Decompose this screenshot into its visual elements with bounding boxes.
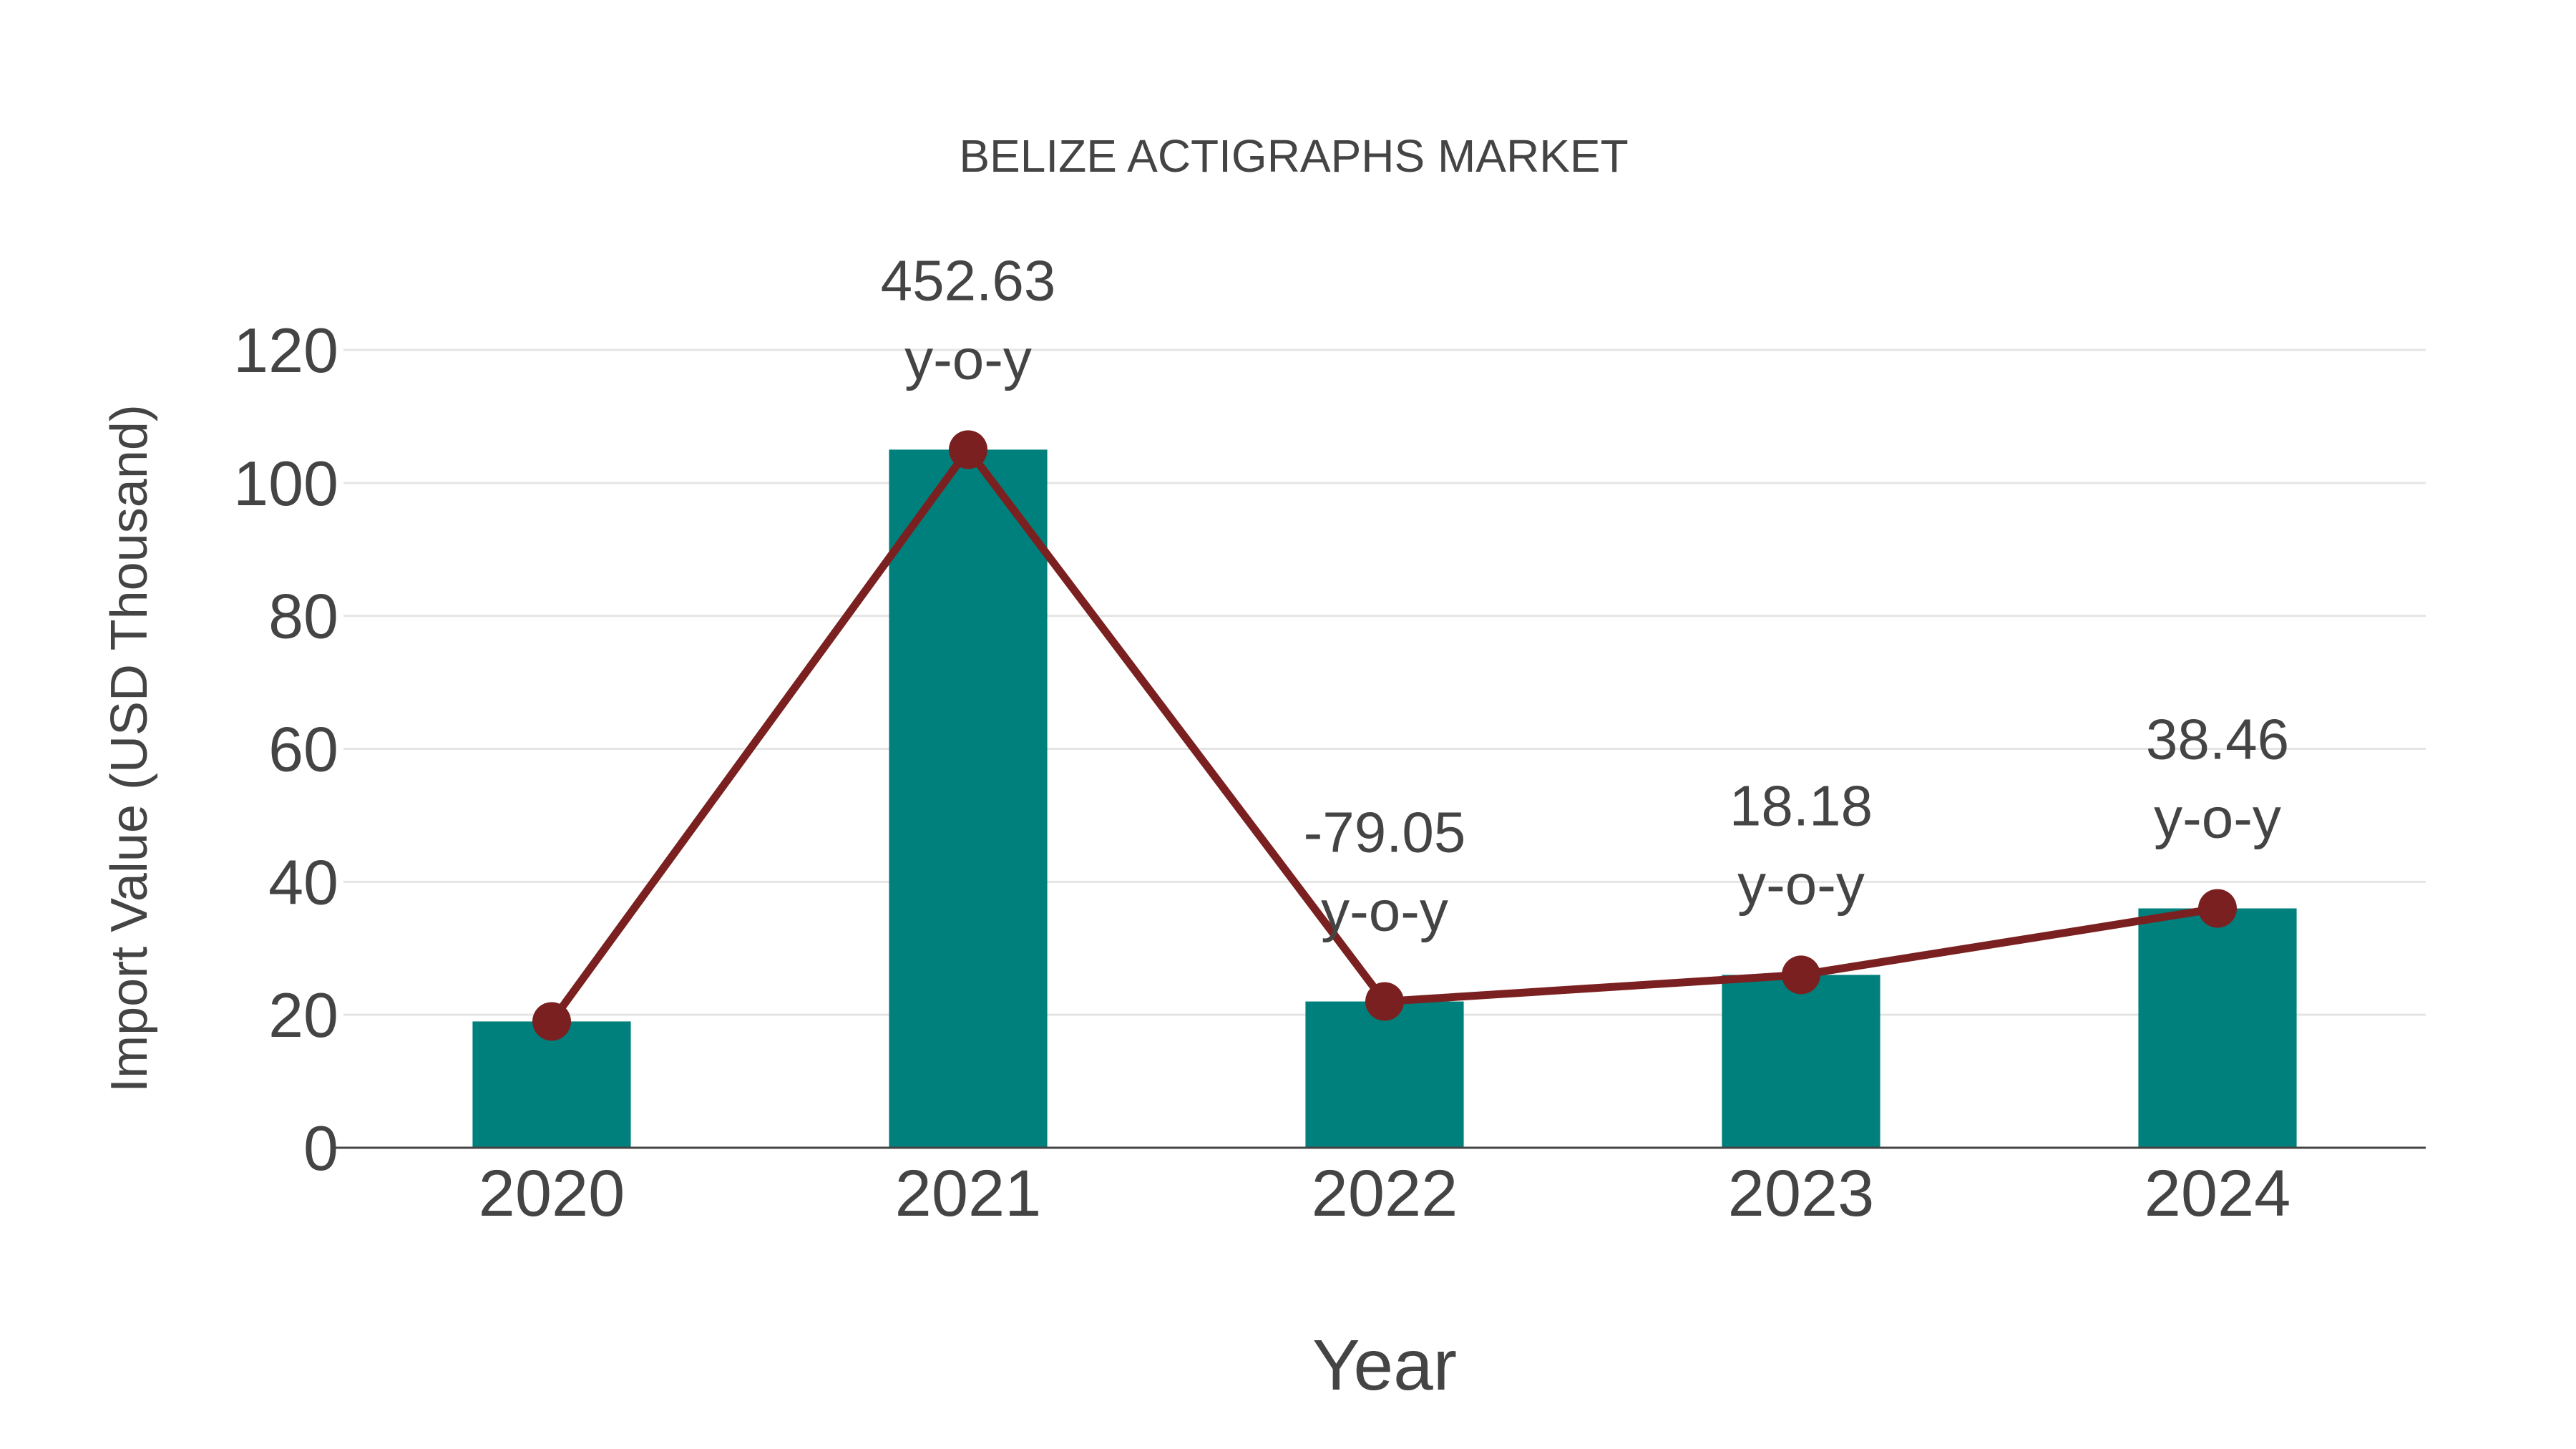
marker-2020: [532, 1002, 571, 1041]
y-axis-title: Import Value (USD Thousand): [101, 404, 158, 1093]
y-tick-label: 120: [233, 315, 338, 386]
annotation-suffix: y-o-y: [1321, 879, 1448, 943]
marker-2023: [1782, 955, 1820, 995]
bar-2021: [889, 449, 1048, 1148]
x-tick-label: 2023: [1728, 1157, 1875, 1230]
marker-2021: [949, 430, 987, 469]
y-tick-label: 100: [233, 448, 338, 519]
x-axis-ticks: 2020 2021 2022 2023 2024: [479, 1157, 2291, 1230]
annotation-2023: 18.18 y-o-y: [1729, 774, 1873, 916]
y-tick-label: 20: [268, 980, 338, 1050]
chart-title: BELIZE ACTIGRAPHS MARKET: [959, 130, 1628, 182]
annotation-2022: -79.05 y-o-y: [1304, 801, 1466, 943]
yoy-annotations: 452.63 y-o-y -79.05 y-o-y 18.18 y-o-y 38.46 y-o…: [881, 248, 2289, 942]
annotation-value: 18.18: [1729, 774, 1873, 837]
annotation-suffix: y-o-y: [2154, 786, 2281, 850]
bars: [472, 449, 2297, 1148]
y-axis-ticks: 0 20 40 60 80 100 120: [233, 315, 338, 1184]
y-tick-label: 40: [268, 847, 338, 917]
marker-2022: [1365, 982, 1404, 1021]
annotation-value: 38.46: [2146, 708, 2289, 771]
x-tick-label: 2024: [2145, 1157, 2291, 1230]
bar-2024: [2138, 908, 2297, 1148]
annotation-2021: 452.63 y-o-y: [881, 248, 1056, 391]
trend-line: [532, 430, 2237, 1041]
x-tick-label: 2020: [479, 1157, 625, 1230]
x-tick-label: 2022: [1312, 1157, 1458, 1230]
annotation-suffix: y-o-y: [1737, 852, 1865, 916]
y-tick-label: 80: [268, 581, 338, 652]
annotation-value: 452.63: [881, 248, 1056, 312]
x-axis-title: Year: [1312, 1325, 1457, 1405]
x-tick-label: 2021: [895, 1157, 1042, 1230]
annotation-2024: 38.46 y-o-y: [2146, 708, 2289, 850]
marker-2024: [2198, 889, 2237, 928]
bar-2022: [1305, 1001, 1464, 1148]
bar-2023: [1722, 975, 1880, 1148]
gridlines: [343, 348, 2426, 1016]
annotation-suffix: y-o-y: [904, 327, 1032, 391]
bar-2020: [472, 1021, 631, 1148]
annotation-value: -79.05: [1304, 801, 1466, 864]
y-tick-label: 60: [268, 714, 338, 785]
y-tick-label: 0: [303, 1113, 338, 1184]
